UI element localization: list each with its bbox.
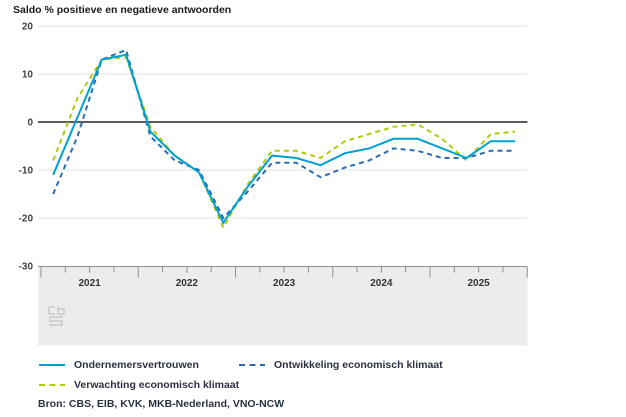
- solid-line-icon: [39, 364, 65, 366]
- dashed-line-icon: [39, 384, 65, 386]
- svg-text:10: 10: [22, 70, 34, 81]
- x-axis-year-label: 2021: [79, 278, 102, 289]
- series-line-verwachting-economisch-klimaat: [52, 56, 516, 230]
- x-axis-year-label: 2024: [370, 278, 393, 289]
- legend-label: Ontwikkeling economisch klimaat: [274, 359, 443, 371]
- legend-label: Verwachting economisch klimaat: [74, 379, 240, 391]
- svg-text:0: 0: [27, 118, 33, 129]
- svg-text:-20: -20: [19, 214, 34, 225]
- line-chart-plot: 2021 2022 2023 2024 2025 20 10 0 -10 -20 -30: [19, 22, 528, 346]
- legend-item-ondernemersvertrouwen: Ondernemersvertrouwen: [38, 358, 238, 372]
- dashed-line-icon: [239, 364, 265, 366]
- y-axis-labels: 20 10 0 -10 -20 -30: [19, 22, 34, 273]
- legend-label: Ondernemersvertrouwen: [74, 359, 199, 371]
- series-line-ondernemersvertrouwen: [52, 53, 516, 225]
- source-attribution: Bron: CBS, EIB, KVK, MKB-Nederland, VNO-…: [38, 398, 285, 410]
- x-axis-year-label: 2025: [468, 278, 491, 289]
- legend-item-verwachting-economisch-klimaat: Verwachting economisch klimaat: [38, 378, 240, 392]
- series-line-ontwikkeling-economisch-klimaat: [52, 48, 516, 220]
- cbs-logo-icon: [48, 306, 65, 326]
- chart-title: Saldo % positieve en negatieve antwoorde…: [13, 4, 232, 16]
- gridlines: [38, 25, 528, 219]
- svg-text:20: 20: [22, 22, 34, 33]
- x-axis-year-label: 2022: [176, 278, 199, 289]
- svg-text:-10: -10: [19, 166, 34, 177]
- legend-item-ontwikkeling-economisch-klimaat: Ontwikkeling economisch klimaat: [238, 358, 598, 372]
- chart-legend: Ondernemersvertrouwen Ontwikkeling econo…: [38, 358, 598, 392]
- x-axis-year-label: 2023: [273, 278, 296, 289]
- svg-text:-30: -30: [19, 262, 34, 273]
- x-axis-band: 2021 2022 2023 2024 2025: [38, 266, 528, 346]
